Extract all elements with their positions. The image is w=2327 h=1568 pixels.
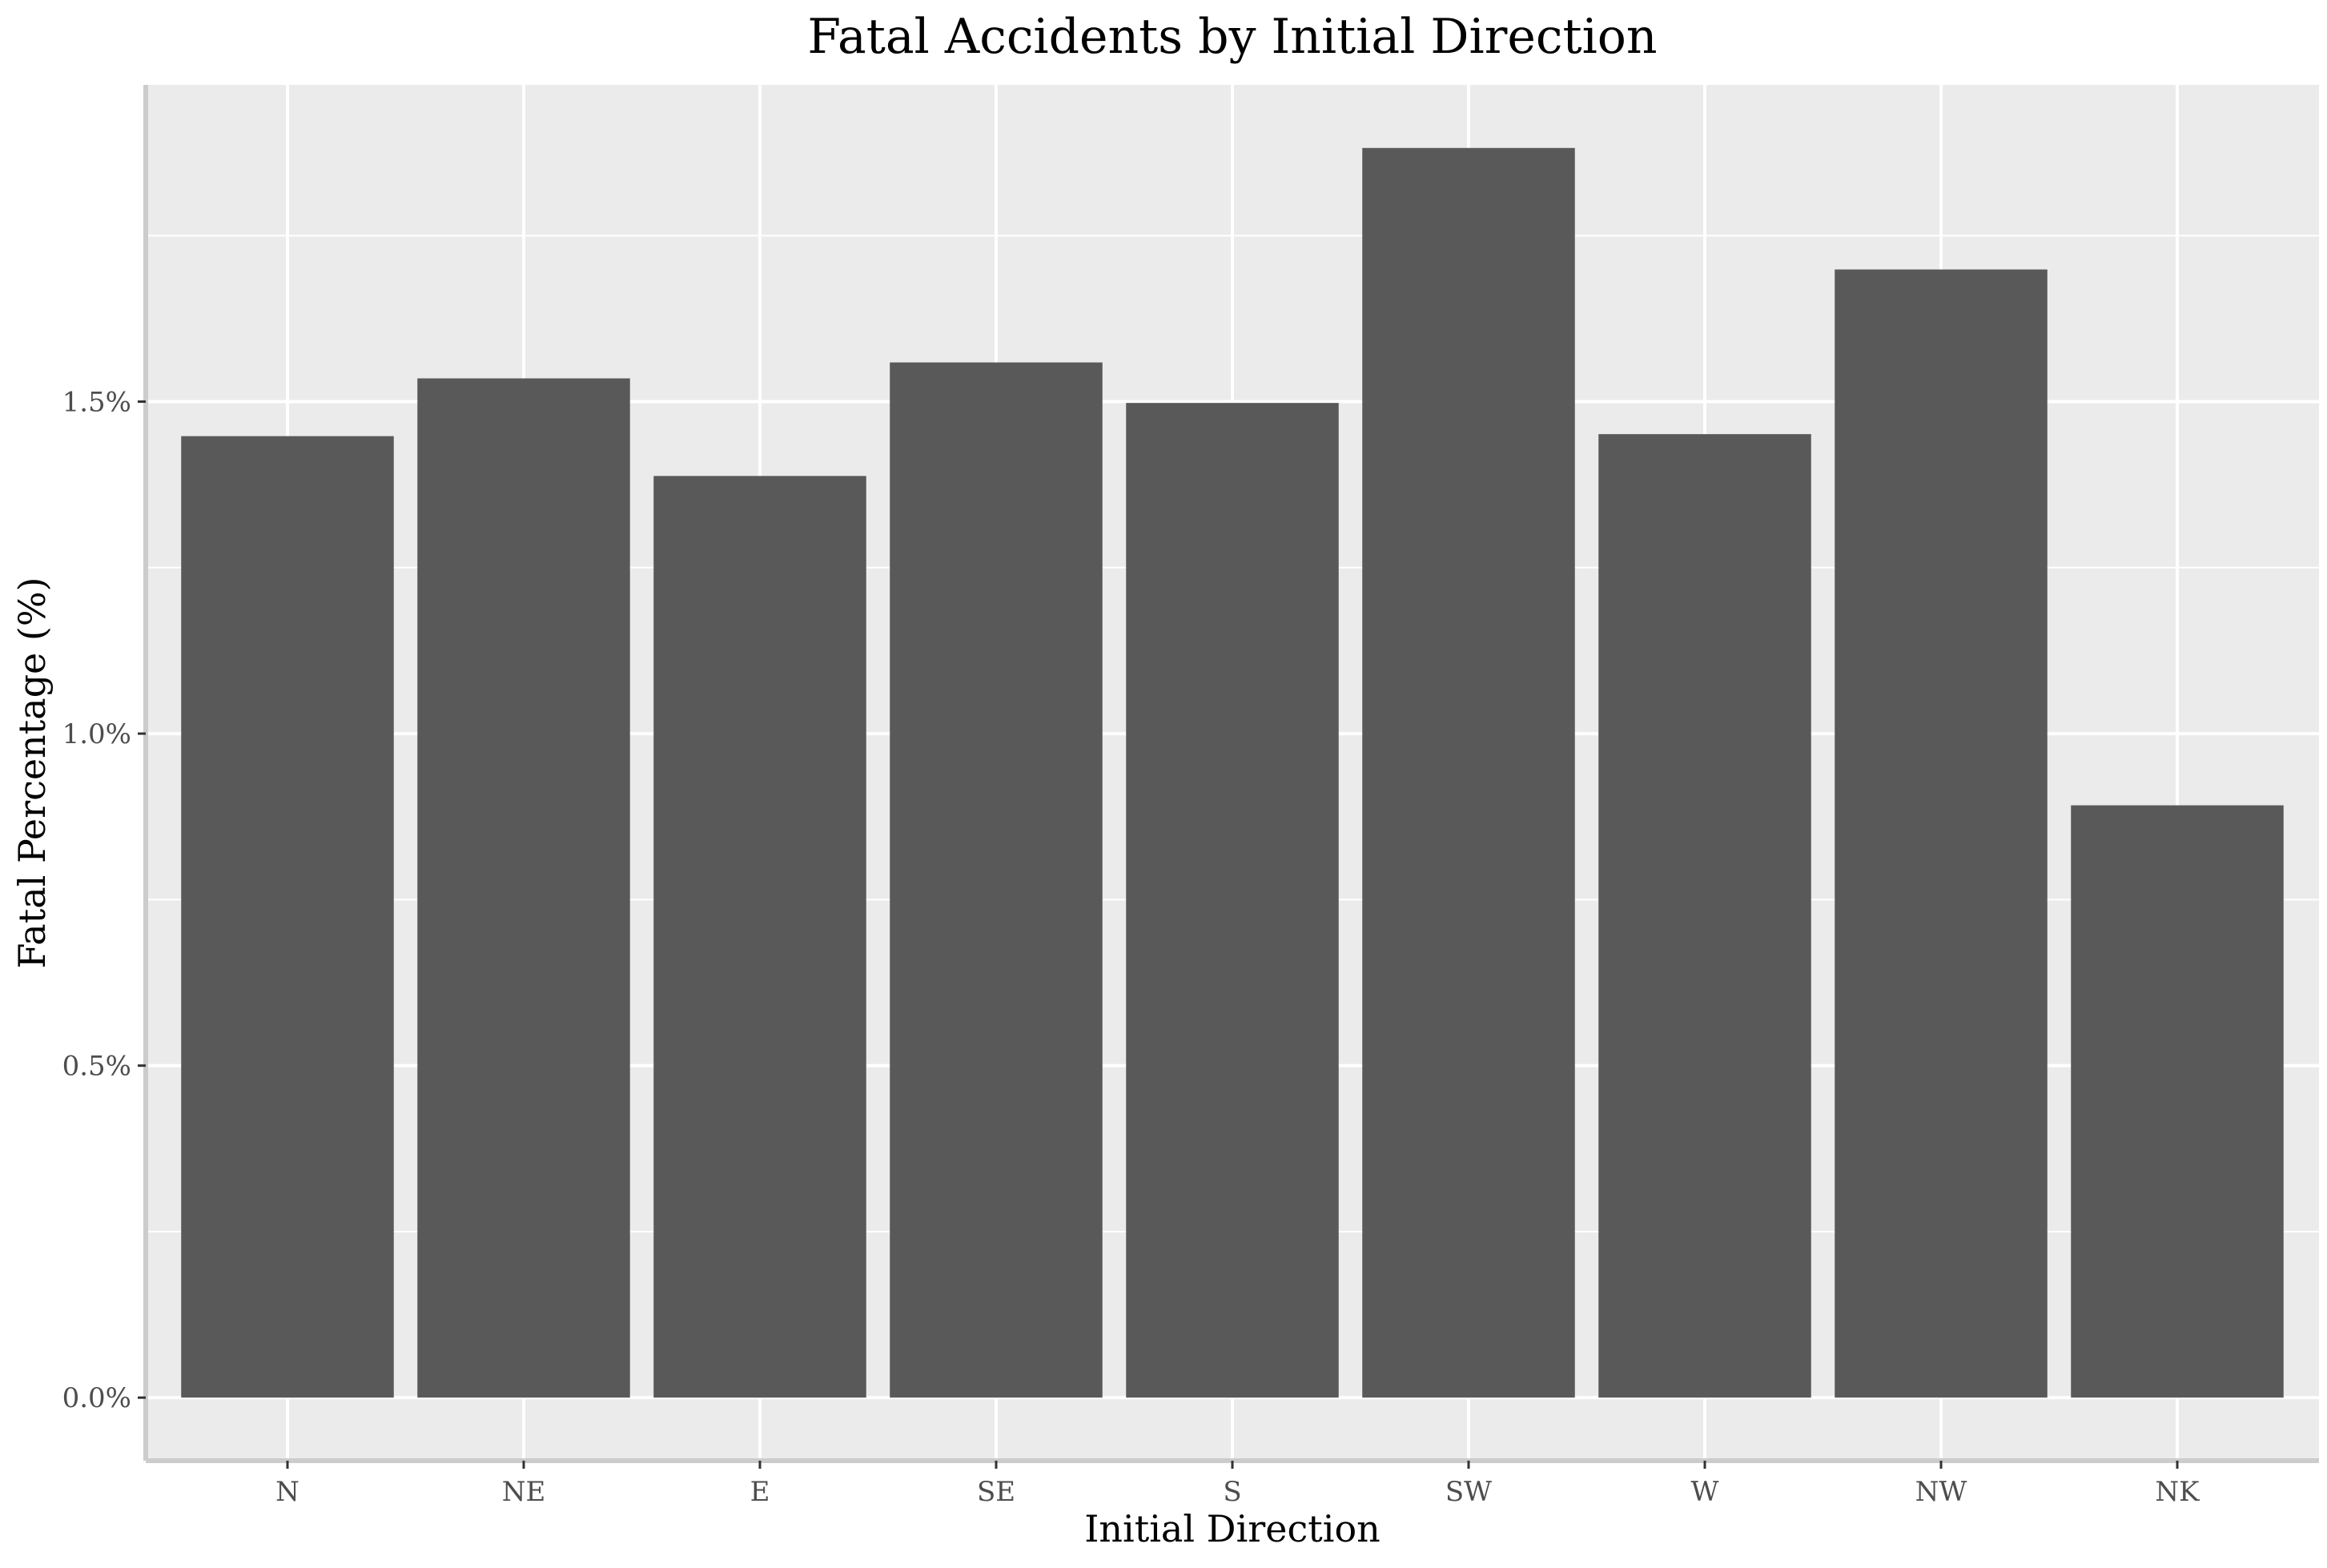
bar-n: [181, 436, 394, 1398]
x-tick-label: SW: [1445, 1476, 1492, 1508]
x-tick-label: N: [275, 1476, 299, 1508]
x-tick-label: NW: [1915, 1476, 1967, 1508]
y-tick-label: 0.5%: [62, 1051, 131, 1083]
x-tick-label: S: [1223, 1476, 1241, 1508]
x-tick-label: NK: [2155, 1476, 2200, 1508]
y-tick-label: 1.0%: [62, 718, 131, 750]
x-tick-label: NE: [502, 1476, 546, 1508]
bar-nk: [2071, 805, 2284, 1398]
bar-w: [1598, 434, 1811, 1398]
chart-title: Fatal Accidents by Initial Direction: [807, 9, 1657, 65]
y-tick-label: 0.0%: [62, 1382, 131, 1414]
bar-se: [890, 362, 1103, 1398]
x-tick-label: SE: [977, 1476, 1015, 1508]
bar-e: [653, 476, 866, 1398]
x-tick-label: E: [750, 1476, 770, 1508]
bar-nw: [1835, 269, 2048, 1398]
y-tick-label: 1.5%: [62, 387, 131, 419]
bar-ne: [417, 378, 630, 1398]
x-tick-label: W: [1691, 1476, 1719, 1508]
bar-sw: [1362, 147, 1575, 1398]
y-axis-ticks: 0.0% 0.5% 1.0% 1.5%: [62, 387, 146, 1414]
y-axis-title: Fatal Percentage (%): [10, 577, 54, 969]
x-axis-ticks: N NE E SE S SW W NW NK: [275, 1461, 2200, 1508]
bars: [181, 147, 2284, 1398]
x-axis-title: Initial Direction: [1084, 1507, 1381, 1550]
bar-s: [1126, 403, 1339, 1398]
